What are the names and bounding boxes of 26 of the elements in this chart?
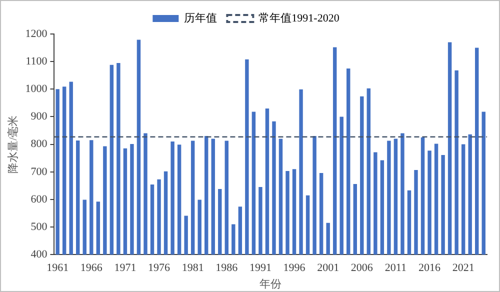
x-tick-label: 2016 [418,262,442,274]
y-tick-label: 400 [30,248,48,260]
x-tick-label: 2006 [350,262,374,274]
y-tick-label: 500 [30,220,48,233]
x-tick-label: 1996 [283,262,306,274]
legend-label: 常年值1991-2020 [258,11,340,24]
y-tick-label: 900 [30,110,48,123]
y-tick-label: 1200 [25,28,48,40]
y-tick-label: 700 [30,166,48,178]
x-axis-title: 年份 [260,278,282,290]
x-tick-label: 1991 [249,262,272,274]
x-tick-label: 1976 [148,262,171,274]
x-tick-label: 1961 [46,262,69,274]
x-tick-label: 2011 [384,262,407,274]
y-tick-label: 1000 [25,83,48,96]
x-tick-label: 2021 [452,262,474,274]
y-tick-label: 600 [30,193,48,206]
x-tick-label: 1966 [80,262,103,274]
x-tick-label: 2001 [317,262,340,274]
x-tick-label: 1971 [114,262,136,274]
y-axis-title: 降水量/毫米 [6,115,20,174]
x-tick-label: 1986 [216,262,238,274]
x-tick-label: 1981 [182,262,204,274]
y-tick-label: 1100 [26,55,48,68]
y-tick-label: 800 [30,138,48,150]
legend-label: 历年值 [184,12,218,24]
